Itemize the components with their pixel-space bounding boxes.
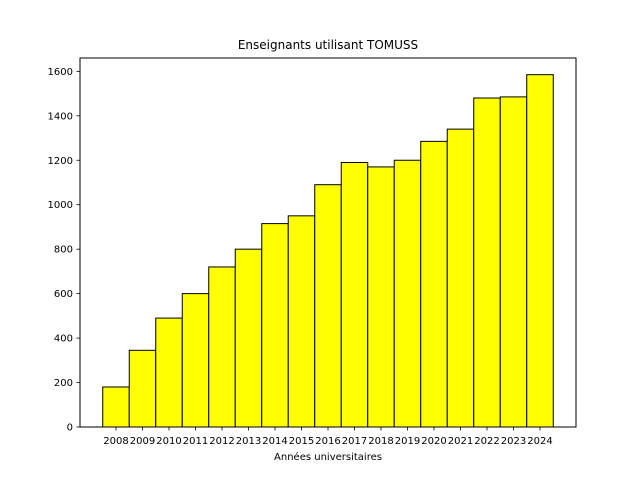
bar-2020 — [420, 140, 448, 428]
x-tick-label-2024: 2024 — [527, 436, 552, 447]
bar-2012 — [208, 266, 236, 428]
bar-2008 — [102, 386, 130, 428]
bar-2013 — [234, 248, 263, 428]
bar-2018 — [367, 166, 395, 428]
bar-2017 — [340, 161, 369, 428]
bar-2010 — [155, 317, 183, 428]
chart-title: Enseignants utilisant TOMUSS — [238, 38, 418, 52]
y-tick-label-1200: 1200 — [48, 156, 73, 167]
y-tick-label-1000: 1000 — [48, 200, 73, 211]
bar-2024 — [526, 74, 554, 428]
y-tick-label-800: 800 — [54, 245, 73, 256]
bar-2014 — [261, 223, 289, 428]
x-tick-label-2011: 2011 — [183, 436, 208, 447]
plot-frame — [79, 57, 577, 428]
x-tick-label-2012: 2012 — [209, 436, 234, 447]
y-tick-label-200: 200 — [54, 378, 73, 389]
y-tick-label-400: 400 — [54, 334, 73, 345]
x-tick-label-2020: 2020 — [421, 436, 446, 447]
bar-2016 — [314, 184, 342, 428]
x-tick-label-2014: 2014 — [262, 436, 287, 447]
bar-2011 — [181, 293, 210, 428]
bar-2023 — [499, 96, 528, 428]
bar-2015 — [287, 215, 316, 428]
x-tick-label-2023: 2023 — [501, 436, 526, 447]
bars-group — [102, 74, 554, 428]
bar-2021 — [446, 128, 475, 428]
x-tick-label-2013: 2013 — [236, 436, 261, 447]
x-tick-label-2018: 2018 — [368, 436, 393, 447]
bar-2009 — [128, 349, 157, 428]
x-tick-label-2010: 2010 — [156, 436, 181, 447]
x-tick-label-2022: 2022 — [474, 436, 499, 447]
y-tick-label-1600: 1600 — [48, 67, 73, 78]
x-axis: 2008 2009 2010 2011 2012 2013 2014 2015 2016 2017… — [103, 427, 553, 447]
bar-2022 — [473, 97, 501, 428]
x-tick-label-2009: 2009 — [130, 436, 155, 447]
x-tick-label-2008: 2008 — [103, 436, 128, 447]
x-tick-label-2016: 2016 — [315, 436, 340, 447]
x-axis-label: Années universitaires — [274, 451, 382, 463]
y-tick-label-1400: 1400 — [48, 111, 73, 122]
x-tick-label-2019: 2019 — [395, 436, 420, 447]
y-axis: 0 200 400 600 800 1000 1200 1400 1600 — [48, 67, 80, 434]
x-tick-label-2017: 2017 — [342, 436, 367, 447]
bar-2019 — [393, 159, 422, 428]
x-tick-label-2021: 2021 — [448, 436, 473, 447]
x-tick-label-2015: 2015 — [289, 436, 314, 447]
y-tick-label-600: 600 — [54, 289, 73, 300]
y-tick-label-0: 0 — [67, 423, 73, 434]
